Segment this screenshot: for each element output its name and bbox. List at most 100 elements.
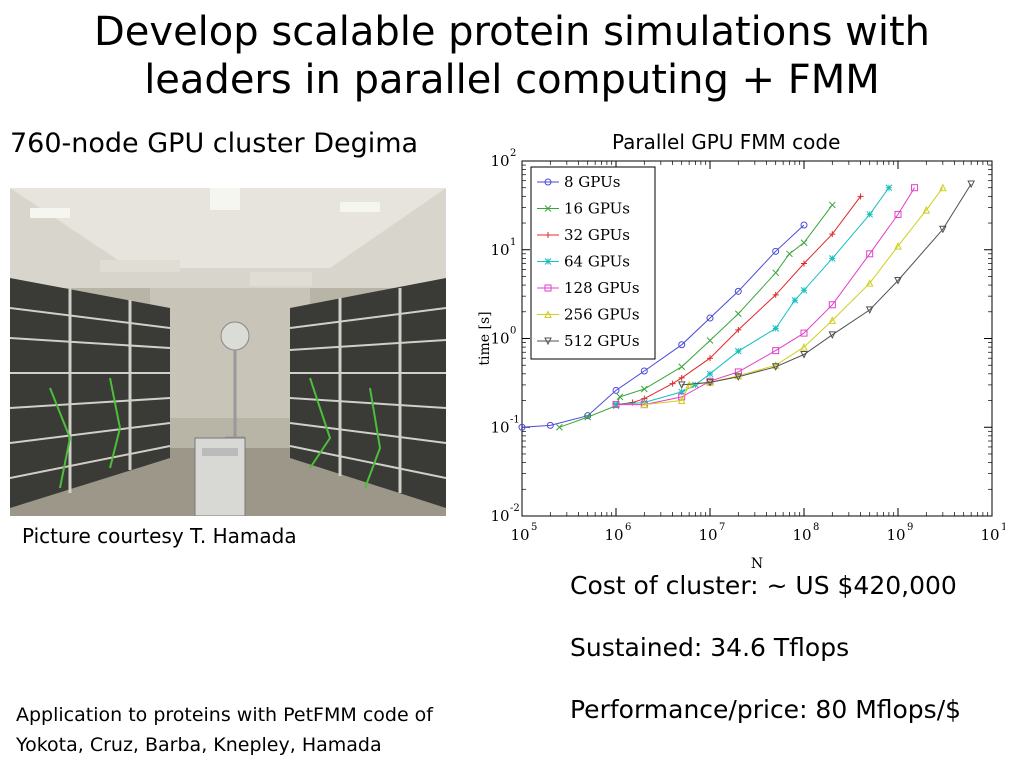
data-point — [772, 291, 779, 298]
y-tick-label: 10 — [490, 507, 509, 525]
data-point — [828, 301, 836, 309]
data-point — [734, 368, 742, 376]
legend-item: 8 GPUs — [537, 173, 620, 191]
photo-caption: Picture courtesy T. Hamada — [22, 524, 297, 548]
data-point — [546, 421, 554, 429]
x-tick-label: 10 — [980, 526, 999, 544]
data-point — [678, 363, 686, 371]
chart-title: Parallel GPU FMM code — [612, 130, 841, 154]
photo-ceiling-light — [30, 208, 70, 218]
photo-tower-pc — [194, 437, 246, 516]
data-point — [584, 413, 592, 421]
data-point — [640, 385, 648, 393]
data-point — [669, 380, 676, 387]
photo-ceiling-light — [210, 188, 240, 210]
data-point — [967, 180, 975, 189]
note-line-1: Application to proteins with PetFMM code… — [16, 704, 433, 726]
photo-ceiling-center — [10, 188, 446, 268]
x-tick-exponent: 5 — [531, 522, 537, 533]
series-5 — [612, 184, 919, 409]
legend-label: 16 GPUs — [564, 200, 630, 218]
y-tick-label: 10 — [490, 418, 509, 436]
note-line-2: Yokota, Cruz, Barba, Knepley, Hamada — [16, 734, 382, 756]
y-tick-exponent: -1 — [510, 414, 520, 425]
y-tick-exponent: -2 — [510, 503, 520, 514]
x-tick-exponent: 7 — [719, 522, 725, 533]
stats-list: Cost of cluster: ~ US $420,000 Sustained… — [570, 568, 961, 754]
legend-item: 64 GPUs — [537, 253, 630, 271]
series-line — [615, 187, 890, 406]
legend-label: 32 GPUs — [564, 226, 630, 244]
legend-marker — [544, 205, 552, 212]
y-tick-label: 10 — [490, 152, 509, 170]
data-point — [612, 401, 620, 409]
data-point — [612, 386, 620, 394]
left-rack — [10, 278, 171, 508]
stat-performance-price: Performance/price: 80 Mflops/$ — [570, 695, 962, 724]
stat-sustained: Sustained: 34.6 Tflops — [570, 633, 850, 662]
series-line — [644, 187, 944, 406]
data-point — [771, 361, 780, 369]
title-line-1: Develop scalable protein simulations wit… — [93, 9, 930, 55]
legend-marker — [544, 258, 552, 265]
x-tick-label: 10 — [792, 526, 811, 544]
y-axis-label: time [s] — [477, 311, 493, 365]
y-tick-exponent: 0 — [510, 326, 516, 337]
y-tick-exponent: 1 — [510, 237, 516, 248]
series-line — [521, 224, 805, 428]
data-point — [800, 239, 808, 247]
data-point — [894, 277, 902, 285]
data-point — [707, 355, 713, 362]
y-tick-label: 10 — [490, 241, 509, 259]
legend-label: 128 GPUs — [564, 279, 640, 297]
photo-air-vent — [250, 272, 312, 286]
right-rack — [289, 278, 446, 508]
legend-label: 64 GPUs — [564, 253, 630, 271]
cluster-photo — [10, 188, 446, 516]
data-point — [734, 287, 742, 295]
data-point — [800, 351, 808, 359]
data-point — [734, 347, 742, 355]
data-point — [706, 378, 714, 387]
data-point — [640, 400, 649, 409]
photo-ceiling-light — [340, 202, 380, 212]
data-point — [894, 210, 902, 218]
data-point — [706, 314, 714, 322]
legend-item: 32 GPUs — [537, 226, 630, 244]
data-point — [678, 341, 686, 349]
legend-label: 8 GPUs — [564, 173, 620, 191]
data-point — [828, 201, 836, 209]
x-tick-label: 10 — [886, 526, 905, 544]
data-point — [771, 363, 780, 371]
y-tick-label: 10 — [490, 330, 509, 348]
x-tick-label: 10 — [604, 526, 623, 544]
series-3 — [613, 193, 864, 408]
data-point — [829, 231, 836, 238]
series-line — [616, 187, 916, 406]
data-point — [866, 211, 874, 218]
data-point — [734, 310, 742, 318]
x-tick-label: 10 — [698, 526, 717, 544]
data-point — [800, 221, 808, 229]
data-point — [678, 388, 686, 396]
data-point — [857, 193, 864, 200]
data-point — [706, 370, 714, 378]
stat-cost: Cost of cluster: ~ US $420,000 — [570, 571, 957, 600]
data-point — [791, 296, 799, 304]
data-point — [518, 423, 526, 431]
legend-item: 512 GPUs — [537, 332, 640, 350]
data-point — [828, 316, 837, 324]
y-tick-exponent: 2 — [510, 148, 516, 159]
data-point — [556, 423, 563, 431]
data-point — [685, 380, 693, 389]
data-point — [772, 347, 780, 355]
data-point — [800, 342, 808, 351]
x-tick-exponent: 9 — [907, 522, 913, 533]
data-point — [939, 225, 947, 234]
data-point — [772, 325, 780, 332]
data-point — [772, 247, 780, 255]
data-point — [885, 184, 893, 192]
legend-marker — [544, 178, 552, 186]
data-point — [939, 183, 947, 192]
